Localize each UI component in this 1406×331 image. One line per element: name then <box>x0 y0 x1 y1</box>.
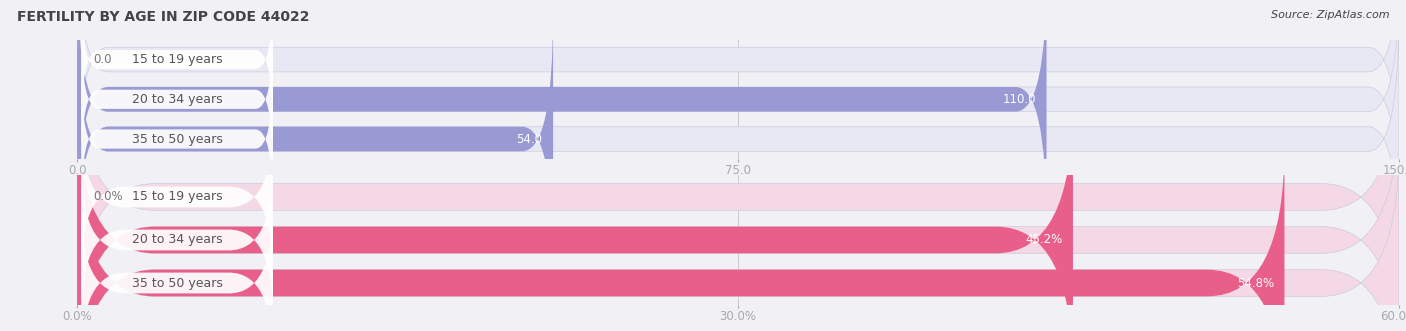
FancyBboxPatch shape <box>77 0 1399 186</box>
FancyBboxPatch shape <box>77 12 1399 266</box>
Text: 54.0: 54.0 <box>516 132 543 146</box>
FancyBboxPatch shape <box>77 0 1046 226</box>
Text: 15 to 19 years: 15 to 19 years <box>132 190 222 204</box>
Text: Source: ZipAtlas.com: Source: ZipAtlas.com <box>1271 10 1389 20</box>
FancyBboxPatch shape <box>77 146 1285 331</box>
Text: 0.0%: 0.0% <box>93 190 122 204</box>
FancyBboxPatch shape <box>82 164 273 316</box>
Text: FERTILITY BY AGE IN ZIP CODE 44022: FERTILITY BY AGE IN ZIP CODE 44022 <box>17 10 309 24</box>
FancyBboxPatch shape <box>82 69 273 209</box>
FancyBboxPatch shape <box>77 12 553 266</box>
FancyBboxPatch shape <box>77 146 1399 331</box>
Text: 110.0: 110.0 <box>1002 93 1036 106</box>
FancyBboxPatch shape <box>77 0 1399 226</box>
FancyBboxPatch shape <box>77 103 1399 331</box>
FancyBboxPatch shape <box>82 121 273 273</box>
Text: 0.0: 0.0 <box>93 53 111 66</box>
Text: 45.2%: 45.2% <box>1025 233 1063 247</box>
Text: 54.8%: 54.8% <box>1237 276 1274 290</box>
FancyBboxPatch shape <box>82 207 273 331</box>
Text: 35 to 50 years: 35 to 50 years <box>132 276 222 290</box>
FancyBboxPatch shape <box>82 0 273 129</box>
FancyBboxPatch shape <box>77 103 1073 331</box>
Text: 20 to 34 years: 20 to 34 years <box>132 93 222 106</box>
Text: 20 to 34 years: 20 to 34 years <box>132 233 222 247</box>
Text: 35 to 50 years: 35 to 50 years <box>132 132 222 146</box>
FancyBboxPatch shape <box>77 60 1399 331</box>
FancyBboxPatch shape <box>82 29 273 169</box>
Text: 15 to 19 years: 15 to 19 years <box>132 53 222 66</box>
